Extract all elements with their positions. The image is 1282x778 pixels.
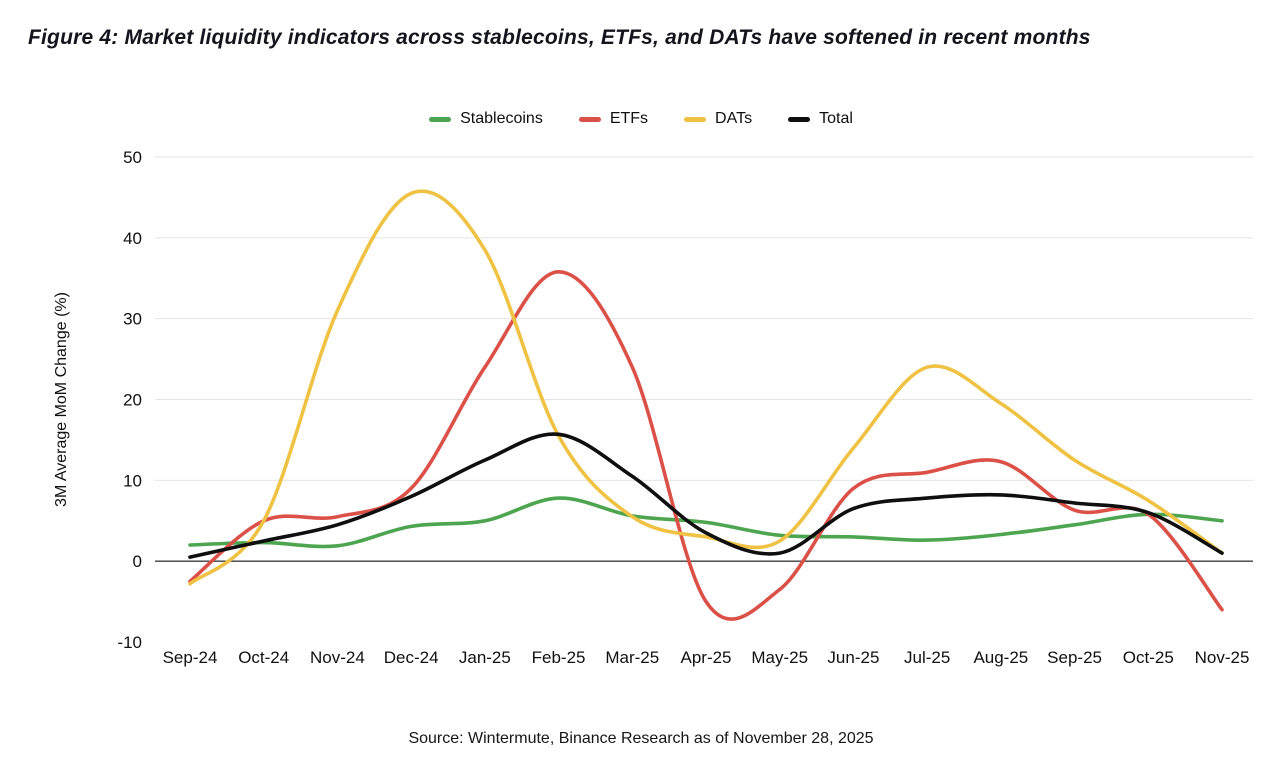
series-line-dats (188, 189, 1224, 586)
x-tick-label: Jun-25 (827, 648, 879, 667)
x-tick-label: Oct-25 (1123, 648, 1174, 667)
x-tick-label: Mar-25 (605, 648, 659, 667)
source-caption: Source: Wintermute, Binance Research as … (408, 730, 874, 747)
y-tick-label: 40 (123, 229, 142, 248)
x-tick-label: Nov-24 (310, 648, 365, 667)
x-tick-label: Aug-25 (973, 648, 1028, 667)
x-tick-label: Nov-25 (1195, 648, 1250, 667)
x-tick-label: May-25 (751, 648, 808, 667)
x-tick-label: Jul-25 (904, 648, 950, 667)
y-tick-label: 20 (123, 391, 142, 410)
figure-title: Figure 4: Market liquidity indicators ac… (28, 26, 1091, 49)
legend-swatch-icon (684, 116, 707, 122)
legend-label: Total (819, 110, 853, 127)
series-line-etfs (188, 270, 1224, 621)
chart-area: 50 40 30 20 10 0 -10 Sep-24 Oct-24 Nov-24 Dec-24 Ja… (0, 134, 1282, 689)
y-tick-label: 50 (123, 148, 142, 167)
legend-label: DATs (715, 110, 753, 127)
y-tick-label: 0 (133, 552, 142, 571)
legend-swatch-icon (788, 116, 811, 122)
y-tick-label: 10 (123, 471, 142, 490)
x-tick-label: Apr-25 (680, 648, 731, 667)
legend-label: Stablecoins (460, 110, 543, 127)
legend-swatch-icon (578, 116, 601, 122)
x-tick-label: Feb-25 (532, 648, 586, 667)
legend-item-total: Total (788, 110, 853, 128)
y-tick-label: -10 (117, 633, 142, 652)
series-line-stablecoins (188, 496, 1224, 549)
x-tick-label: Jan-25 (459, 648, 511, 667)
y-axis-title: 3M Average MoM Change (%) (53, 292, 70, 507)
y-tick-label: 30 (123, 310, 142, 329)
x-tick-label: Oct-24 (238, 648, 289, 667)
legend-item-dats: DATs (684, 110, 752, 128)
line-chart-svg: 50 40 30 20 10 0 -10 Sep-24 Oct-24 Nov-24 Dec-24 Ja… (53, 148, 1253, 667)
legend-swatch-icon (429, 116, 452, 122)
x-tick-label: Dec-24 (384, 648, 439, 667)
chart-legend: Stablecoins ETFs DATs Total (0, 110, 1282, 128)
legend-label: ETFs (609, 110, 649, 127)
legend-item-stablecoins: Stablecoins (429, 110, 543, 128)
series-line-total (188, 432, 1224, 559)
x-tick-label: Sep-24 (163, 648, 218, 667)
legend-item-etfs: ETFs (578, 110, 649, 128)
x-tick-label: Sep-25 (1047, 648, 1102, 667)
